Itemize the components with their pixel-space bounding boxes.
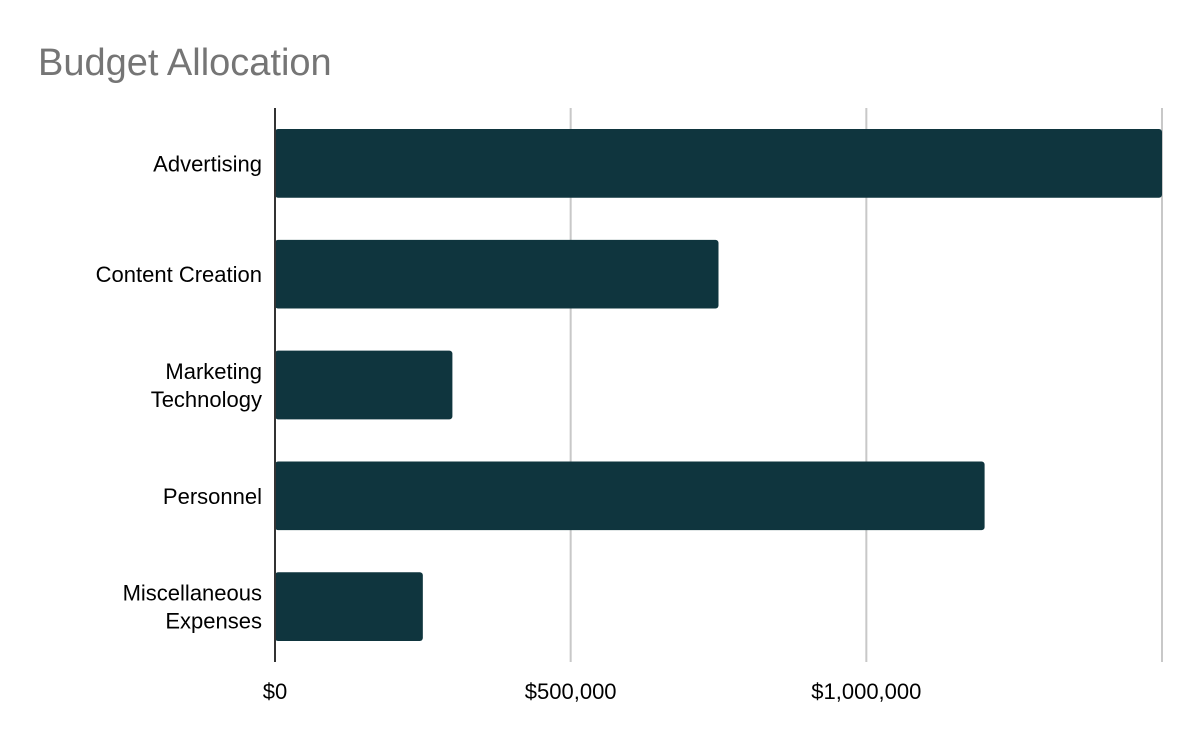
chart-title: Budget Allocation [38, 42, 332, 84]
category-label: Personnel [163, 484, 262, 509]
bar [275, 350, 453, 420]
category-label-line: Miscellaneous [123, 581, 262, 606]
bar [275, 129, 1162, 198]
category-label: Marketing Technology [151, 359, 262, 412]
gridlines [569, 108, 1163, 662]
category-label-line: Technology [151, 387, 262, 412]
category-label-line: Content Creation [96, 262, 262, 287]
category-label: Advertising [153, 151, 262, 176]
x-tick-labels: $0 $500,000 $1,000,000 [263, 679, 922, 704]
category-label: Content Creation [96, 262, 262, 287]
category-label-line: Marketing [165, 359, 262, 384]
bar [275, 572, 423, 641]
bar [275, 239, 719, 309]
bars [275, 129, 1162, 641]
category-label-line: Expenses [165, 609, 262, 634]
x-tick-label: $0 [263, 679, 287, 704]
category-label-line: Personnel [163, 484, 262, 509]
category-label: Miscellaneous Expenses [123, 581, 262, 634]
x-tick-label: $500,000 [525, 679, 617, 704]
category-labels: Advertising Content Creation Marketing Tech… [96, 151, 262, 633]
category-label-line: Advertising [153, 151, 262, 176]
x-tick-label: $1,000,000 [811, 679, 921, 704]
bar [275, 461, 985, 531]
